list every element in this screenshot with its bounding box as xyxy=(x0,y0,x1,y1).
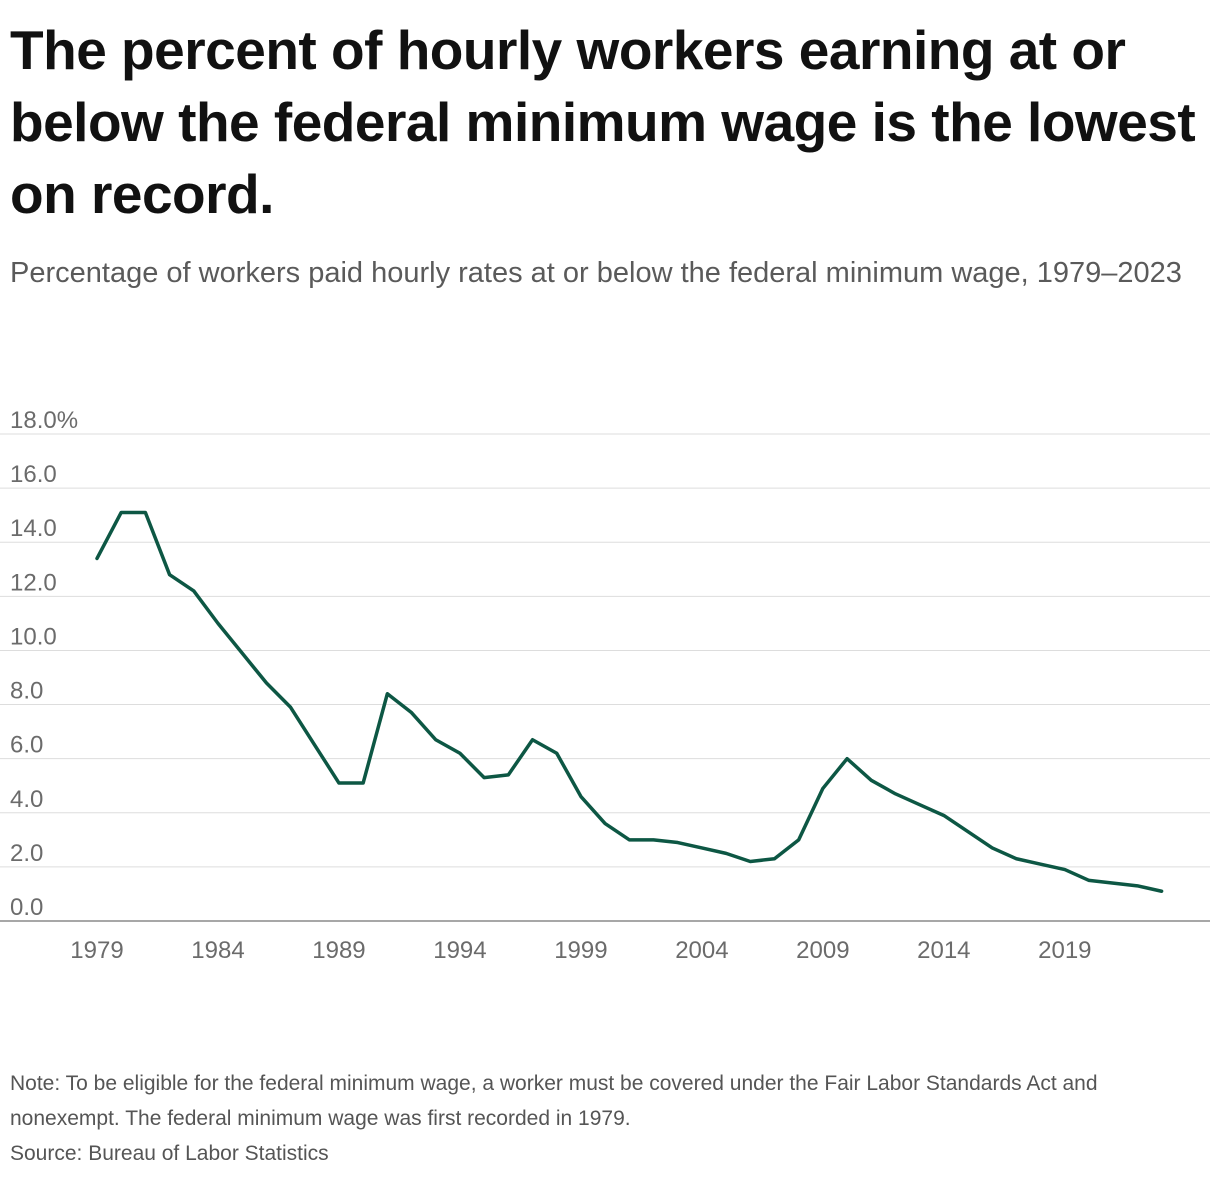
x-axis: 1979 1984 1989 1994 1999 2004 2009 2014 2019 xyxy=(70,937,1091,964)
x-tick-label: 2019 xyxy=(1038,937,1091,964)
gridlines xyxy=(0,433,1210,922)
y-tick-label: 0.0 xyxy=(10,894,43,921)
x-tick-label: 2009 xyxy=(796,937,849,964)
chart-title: The percent of hourly workers earning at… xyxy=(10,19,1196,225)
y-tick-label: 8.0 xyxy=(10,678,43,705)
line-chart: 0.0 2.0 4.0 6.0 8.0 10.0 12.0 14.0 16.0 18.0% 197… xyxy=(0,407,1210,964)
y-tick-label: 14.0 xyxy=(10,515,57,542)
x-tick-label: 2004 xyxy=(675,937,728,964)
chart-footer: Note: To be eligible for the federal min… xyxy=(10,1066,1210,1171)
x-tick-label: 2014 xyxy=(917,937,970,964)
y-tick-label: 2.0 xyxy=(10,840,43,867)
chart-source: Source: Bureau of Labor Statistics xyxy=(10,1142,329,1165)
x-tick-label: 1984 xyxy=(191,937,244,964)
series-line xyxy=(95,510,1164,893)
y-axis: 0.0 2.0 4.0 6.0 8.0 10.0 12.0 14.0 16.0 18.0% xyxy=(10,407,78,921)
y-tick-label: 4.0 xyxy=(10,786,43,813)
chart-note: Note: To be eligible for the federal min… xyxy=(10,1072,1098,1130)
y-tick-label: 12.0 xyxy=(10,569,57,596)
x-tick-label: 1994 xyxy=(433,937,486,964)
series-layer xyxy=(95,510,1164,893)
y-tick-label: 16.0 xyxy=(10,461,57,488)
x-tick-label: 1989 xyxy=(312,937,365,964)
x-tick-label: 1979 xyxy=(70,937,123,964)
y-tick-label: 10.0 xyxy=(10,623,57,650)
y-tick-label: 18.0% xyxy=(10,407,78,434)
x-tick-label: 1999 xyxy=(554,937,607,964)
chart-subtitle: Percentage of workers paid hourly rates … xyxy=(10,257,1182,289)
y-tick-label: 6.0 xyxy=(10,732,43,759)
